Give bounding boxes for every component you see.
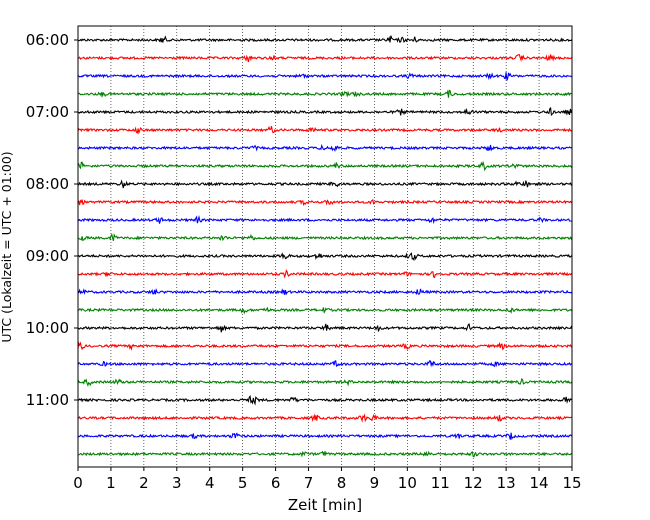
trace-0645 — [77, 89, 573, 98]
x-axis: 0 1 2 3 4 5 6 7 8 9 10 11 12 13 14 15 — [73, 467, 582, 492]
x-tick-label: 6 — [271, 474, 281, 492]
trace-0730 — [77, 143, 573, 152]
trace-0845 — [77, 233, 573, 242]
trace-1015 — [77, 341, 573, 351]
y-axis: 06:00 07:00 08:00 09:00 10:00 11:00 — [26, 31, 78, 409]
y-tick-label: 07:00 — [26, 103, 69, 121]
x-tick-label: 14 — [530, 474, 549, 492]
trace-0700 — [77, 107, 573, 117]
trace-0830 — [77, 214, 573, 225]
trace-0615 — [77, 54, 573, 63]
trace-0900 — [77, 252, 573, 262]
trace-0915 — [77, 269, 573, 279]
x-tick-label: 5 — [238, 474, 248, 492]
trace-0600 — [77, 35, 573, 43]
plot-frame — [77, 25, 573, 468]
x-tick-label: 2 — [139, 474, 149, 492]
trace-1130 — [77, 432, 573, 441]
y-axis-label: UTC (Lokalzeit = UTC + 01:00) — [0, 151, 14, 342]
trace-1115 — [77, 413, 573, 423]
x-tick-label: 15 — [562, 474, 581, 492]
trace-1030 — [77, 360, 573, 368]
trace-0815 — [77, 199, 573, 206]
x-tick-label: 12 — [464, 474, 483, 492]
trace-1100 — [77, 394, 573, 406]
x-tick-label: 13 — [497, 474, 516, 492]
y-tick-label: 10:00 — [26, 319, 69, 337]
x-tick-label: 11 — [431, 474, 450, 492]
x-tick-label: 1 — [106, 474, 116, 492]
x-tick-label: 9 — [370, 474, 380, 492]
trace-1000 — [77, 323, 573, 333]
trace-0800 — [77, 179, 573, 189]
x-tick-label: 7 — [304, 474, 314, 492]
trace-0715 — [77, 125, 573, 135]
x-tick-label: 0 — [73, 474, 83, 492]
trace-1145 — [77, 450, 573, 458]
trace-0630 — [77, 72, 573, 81]
x-axis-label: Zeit [min] — [288, 496, 362, 514]
x-tick-label: 8 — [337, 474, 347, 492]
x-tick-label: 3 — [172, 474, 182, 492]
trace-0945 — [77, 306, 573, 315]
y-tick-label: 08:00 — [26, 175, 69, 193]
trace-0930 — [77, 288, 573, 296]
x-tick-label: 10 — [398, 474, 417, 492]
trace-1045 — [77, 377, 573, 387]
y-tick-label: 06:00 — [26, 31, 69, 49]
x-tick-label: 4 — [205, 474, 215, 492]
y-tick-label: 11:00 — [26, 391, 69, 409]
trace-0745 — [77, 160, 573, 172]
y-tick-label: 09:00 — [26, 247, 69, 265]
trace-group — [77, 35, 573, 458]
